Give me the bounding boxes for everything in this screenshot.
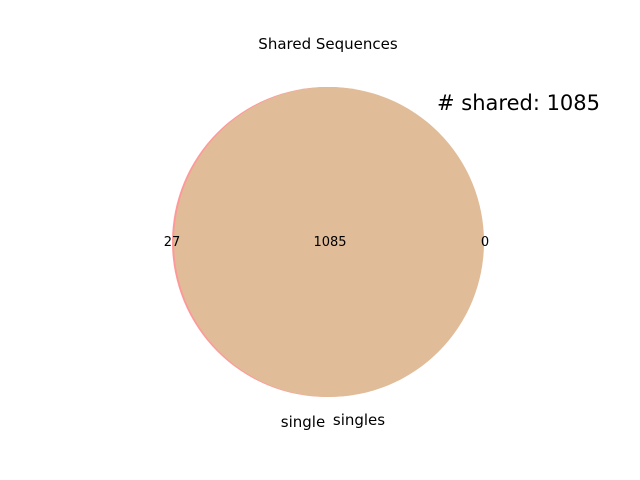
shared-count-annotation: # shared: 1085: [437, 91, 600, 115]
region-count-singles-only: 0: [481, 235, 489, 250]
set-label-singles: singles: [333, 411, 385, 429]
region-count-single-only: 27: [164, 235, 181, 250]
chart-title: Shared Sequences: [258, 35, 398, 53]
set-label-single: single: [281, 413, 325, 431]
region-count-intersection: 1085: [313, 235, 346, 250]
venn-region-intersection: [174, 87, 484, 397]
